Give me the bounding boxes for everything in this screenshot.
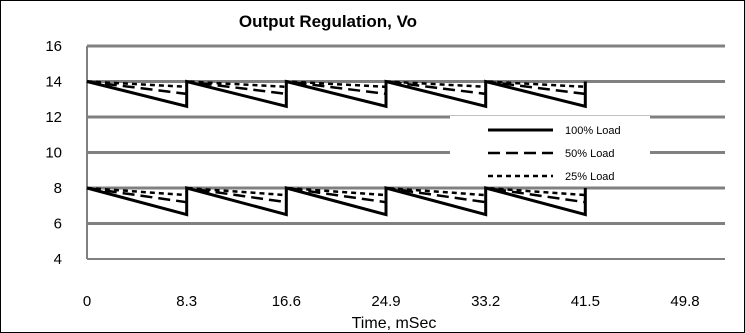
chart-title: Output Regulation, Vo	[239, 12, 417, 31]
y-tick-label-16: 16	[45, 38, 62, 55]
x-tick-label-49.8: 49.8	[670, 293, 699, 310]
x-tick-label-33.2: 33.2	[471, 293, 500, 310]
y-tick-label-14: 14	[45, 74, 62, 91]
legend-label-1: 50% Load	[565, 148, 615, 160]
y-tick-label-10: 10	[45, 145, 62, 162]
x-axis-label: Time, mSec	[352, 315, 437, 332]
x-tick-label-24.9: 24.9	[371, 293, 400, 310]
x-tick-label-0: 0	[83, 293, 91, 310]
x-tick-label-8.3: 8.3	[176, 293, 197, 310]
y-tick-label-12: 12	[45, 109, 62, 126]
legend-label-2: 25% Load	[565, 171, 615, 183]
legend-label-0: 100% Load	[565, 125, 621, 137]
y-tick-label-6: 6	[54, 216, 62, 233]
y-tick-label-8: 8	[54, 180, 62, 197]
x-tick-label-16.6: 16.6	[272, 293, 301, 310]
x-tick-label-41.5: 41.5	[571, 293, 600, 310]
y-tick-label-4: 4	[54, 251, 62, 268]
